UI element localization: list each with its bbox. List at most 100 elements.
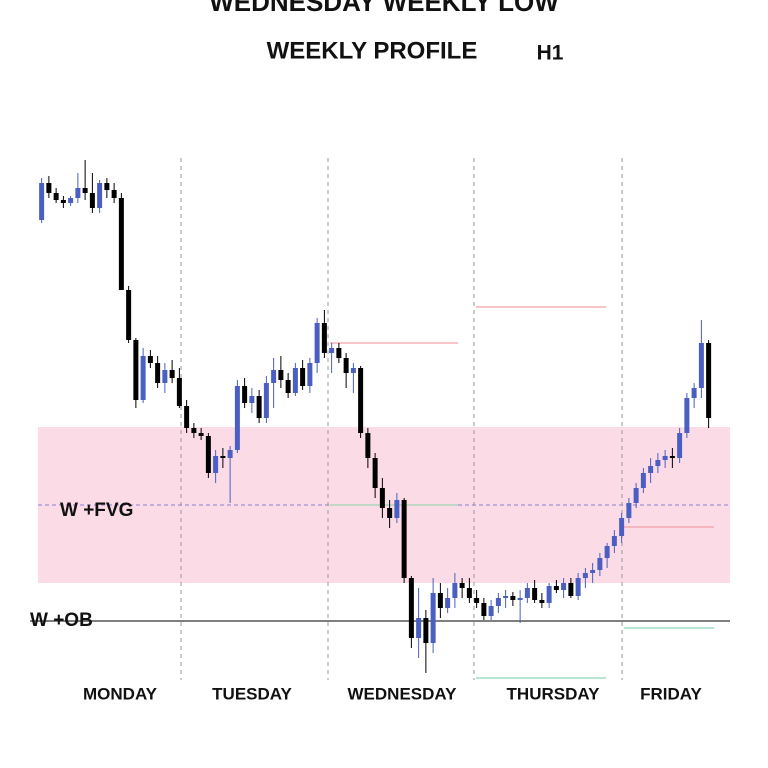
chart-subtitle: WEEKLY PROFILE (267, 37, 478, 64)
candle-body (423, 618, 429, 643)
candle-body (292, 368, 298, 393)
candle-body (561, 583, 567, 590)
candle-body (336, 348, 342, 358)
candle-body (39, 183, 45, 220)
candle-body (358, 368, 364, 433)
candle-body (532, 588, 538, 600)
candle-body (691, 388, 697, 398)
candle-body (503, 596, 509, 598)
candle-body (582, 573, 588, 578)
candle-body (539, 600, 545, 603)
chart-title: WEDNESDAY WEEKLY LOW (209, 0, 559, 17)
candle-body (213, 456, 219, 473)
candle-body (648, 466, 654, 473)
candle-body (379, 488, 385, 508)
candle-body (445, 598, 451, 608)
candle-body (698, 343, 704, 388)
candle-body (198, 433, 204, 436)
candle-body (176, 378, 182, 406)
candle-body (604, 546, 610, 558)
candle-body (633, 488, 639, 503)
candle-body (234, 386, 240, 450)
fvg-label: W +FVG (60, 500, 133, 521)
candle-body (474, 598, 480, 603)
candle-body (307, 363, 313, 386)
candle-body (510, 596, 516, 600)
candle-body (89, 193, 95, 208)
candle-body (60, 200, 66, 203)
candle-body (104, 183, 110, 190)
candle-body (350, 368, 356, 373)
candle-body (575, 578, 581, 596)
candle-body (191, 428, 197, 433)
candle-body (553, 586, 559, 590)
candle-body (162, 370, 168, 383)
candle-body (321, 323, 327, 353)
candle-body (662, 456, 668, 460)
candle-body (706, 343, 712, 418)
candle-body (394, 500, 400, 518)
candle-body (387, 508, 393, 518)
candle-body (271, 370, 277, 383)
candle-body (68, 198, 74, 203)
candle-body (611, 536, 617, 546)
candle-body (452, 583, 458, 598)
candle-body (343, 358, 349, 373)
day-label: MONDAY (83, 684, 158, 703)
candle-body (408, 578, 414, 638)
candle-body (597, 558, 603, 570)
candle-body (437, 593, 443, 608)
candle-body (278, 370, 284, 380)
candle-body (256, 396, 262, 418)
candle-body (481, 603, 487, 616)
candle-body (111, 190, 117, 198)
candle-body (118, 198, 124, 290)
candle-body (314, 323, 320, 363)
timeframe: H1 (537, 42, 564, 65)
candle-body (263, 383, 269, 418)
candle-body (126, 290, 132, 340)
candle-body (430, 593, 436, 643)
candle-body (546, 586, 552, 603)
day-label: WEDNESDAY (348, 684, 458, 703)
candle-body (677, 433, 683, 458)
candle-body (53, 193, 59, 200)
candle-body (524, 588, 530, 598)
candle-body (242, 386, 248, 403)
candle-body (249, 396, 255, 403)
candle-body (169, 370, 175, 378)
day-label: TUESDAY (212, 684, 292, 703)
candle-body (517, 598, 523, 600)
candle-body (220, 456, 226, 458)
candle-body (590, 570, 596, 573)
candle-body (365, 433, 371, 458)
day-label: THURSDAY (507, 684, 601, 703)
candle-body (655, 460, 661, 466)
candle-body (329, 348, 335, 353)
candle-body (227, 450, 233, 458)
candle-body (401, 500, 407, 578)
candle-body (640, 473, 646, 488)
candle-body (488, 606, 494, 616)
candle-body (184, 406, 190, 428)
candle-body (619, 518, 625, 536)
candle-body (97, 183, 103, 208)
candle-body (133, 340, 139, 400)
candle-body (416, 618, 422, 638)
candle-body (459, 583, 465, 588)
candle-body (155, 363, 161, 383)
candle-body (285, 380, 291, 393)
candle-body (669, 456, 675, 458)
candle-body (205, 436, 211, 473)
candle-body (82, 188, 88, 193)
candle-body (495, 598, 501, 606)
candle-body (300, 368, 306, 386)
candle-body (626, 503, 632, 518)
ob-label: W +OB (30, 610, 93, 631)
candle-body (372, 458, 378, 488)
day-label: FRIDAY (640, 684, 702, 703)
candle-body (466, 588, 472, 598)
candle-body (684, 398, 690, 433)
